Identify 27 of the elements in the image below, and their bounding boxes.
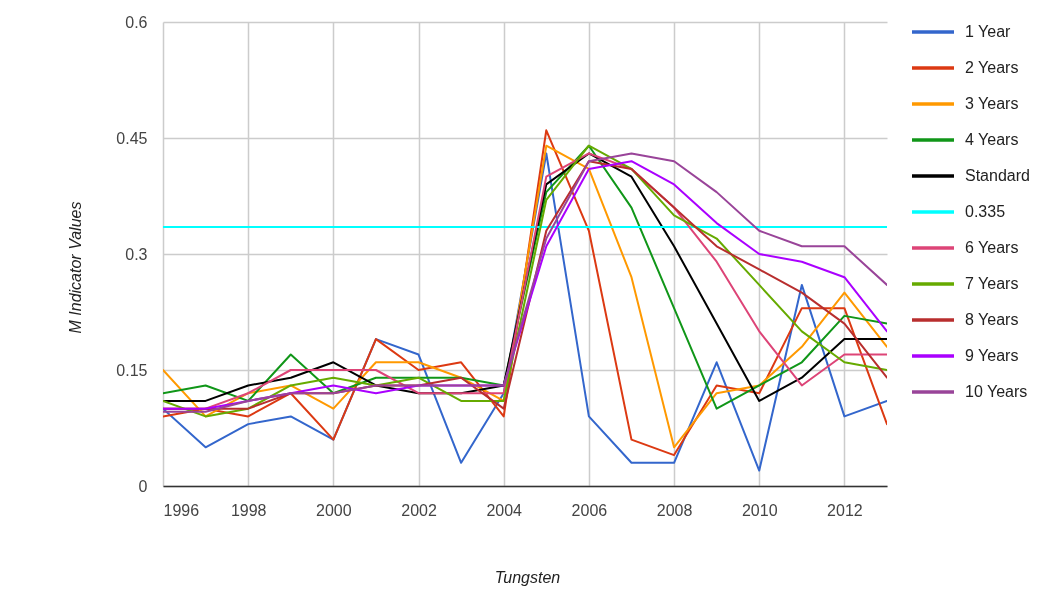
legend-label: 10 Years [965,383,1028,400]
x-tick-label: 1998 [230,501,267,519]
y-tick-label: 0.45 [116,129,148,147]
legend-label: 7 Years [965,275,1019,292]
x-tick-label: 2006 [571,501,608,519]
x-tick-label: 2012 [827,501,863,519]
legend-label: 3 Years [965,95,1019,112]
x-tick-label: 2002 [401,501,437,519]
x-tick-label: 2000 [316,501,352,519]
legend-label: 2 Years [965,59,1019,76]
legend-label: Standard [965,167,1030,184]
y-tick-label: 0 [138,477,148,495]
legend-label: 0.335 [965,203,1006,220]
x-tick-label: 1996 [163,501,200,519]
x-tick-label: 2004 [486,501,523,519]
legend-label: 8 Years [965,311,1019,328]
x-tick-label: 2010 [741,501,778,519]
y-axis-title: M Indicator Values [66,201,84,334]
y-tick-label: 0.3 [125,245,148,263]
y-tick-label: 0.6 [125,13,148,31]
y-tick-label: 0.15 [116,361,148,379]
legend-label: 4 Years [965,131,1019,148]
legend-label: 1 Year [965,23,1012,40]
x-axis-title: Tungsten [494,568,561,586]
legend-label: 6 Years [965,239,1019,256]
x-tick-label: 2008 [656,501,693,519]
legend-label: 9 Years [965,347,1019,364]
